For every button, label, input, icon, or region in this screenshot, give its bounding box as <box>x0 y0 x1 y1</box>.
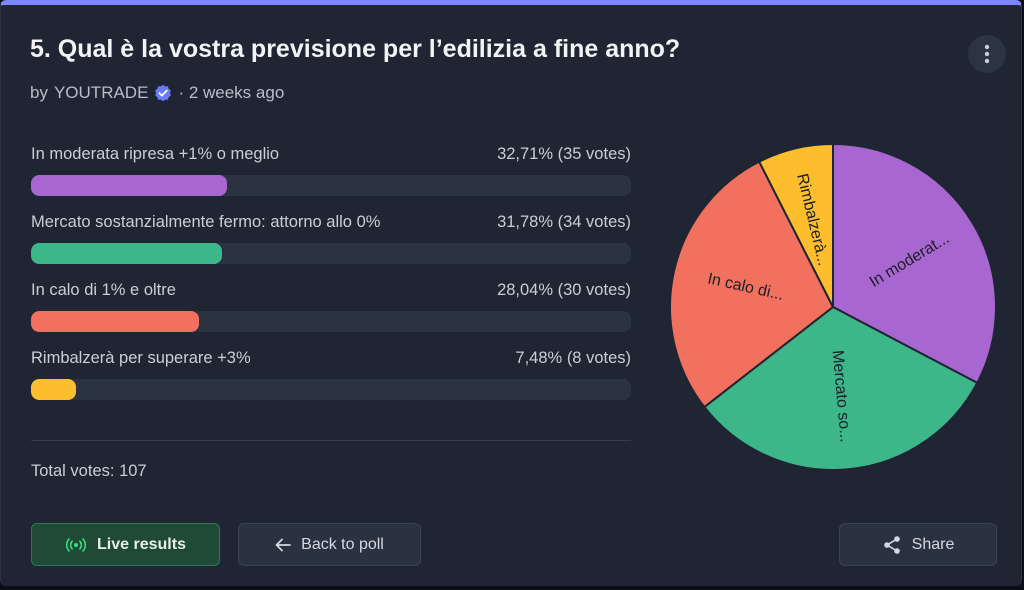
option-progress-track <box>31 243 631 264</box>
option-progress-track <box>31 175 631 196</box>
option-label: Mercato sostanzialmente fermo: attorno a… <box>31 213 381 231</box>
poll-option: Rimbalzerà per superare +3% 7,48% (8 vot… <box>31 349 631 417</box>
share-icon <box>883 535 900 554</box>
share-button[interactable]: Share <box>839 523 997 566</box>
option-progress-fill <box>31 175 228 196</box>
post-time: · 2 weeks ago <box>178 83 285 102</box>
share-label: Share <box>911 535 955 553</box>
option-result: 28,04% (30 votes) <box>497 281 631 299</box>
option-result: 31,78% (34 votes) <box>497 213 631 231</box>
pie-slice[interactable] <box>757 142 834 308</box>
poll-option: Mercato sostanzialmente fermo: attorno a… <box>31 213 631 281</box>
option-progress-fill <box>31 311 200 332</box>
back-to-poll-label: Back to poll <box>301 535 384 553</box>
option-progress-fill <box>31 379 76 400</box>
poll-options: In moderata ripresa +1% o meglio 32,71% … <box>31 145 631 417</box>
author-name[interactable]: YOUTRADE <box>53 83 149 102</box>
byline-prefix: by <box>30 83 48 102</box>
total-votes-count: 107 <box>119 462 147 480</box>
arrow-left-icon <box>275 538 292 551</box>
option-result: 7,48% (8 votes) <box>515 349 631 367</box>
poll-option: In moderata ripresa +1% o meglio 32,71% … <box>31 145 631 213</box>
option-progress-track <box>31 379 631 400</box>
live-results-button[interactable]: Live results <box>31 523 220 566</box>
option-progress-fill <box>31 243 222 264</box>
pie-slice[interactable] <box>702 305 979 471</box>
option-result: 32,71% (35 votes) <box>497 145 631 163</box>
option-label: In calo di 1% e oltre <box>31 281 176 299</box>
live-results-label: Live results <box>97 535 186 553</box>
pie-slice[interactable] <box>832 142 997 385</box>
pie-slice[interactable] <box>669 160 835 409</box>
option-label: Rimbalzerà per superare +3% <box>31 349 251 367</box>
verified-badge-icon <box>154 84 172 102</box>
back-to-poll-button[interactable]: Back to poll <box>238 523 421 566</box>
results-pie-chart: In moderat...Mercato so...In calo di...R… <box>669 142 997 471</box>
divider <box>31 440 631 441</box>
total-votes: Total votes: 107 <box>31 462 147 480</box>
poll-title: 5. Qual è la vostra previsione per l’edi… <box>30 35 681 63</box>
broadcast-icon <box>65 537 87 552</box>
vertical-dots-icon <box>984 44 990 64</box>
option-label: In moderata ripresa +1% o meglio <box>31 145 280 163</box>
option-progress-track <box>31 311 631 332</box>
poll-option: In calo di 1% e oltre 28,04% (30 votes) <box>31 281 631 349</box>
more-options-button[interactable] <box>968 35 1006 73</box>
byline: by YOUTRADE · 2 weeks ago <box>30 83 284 103</box>
